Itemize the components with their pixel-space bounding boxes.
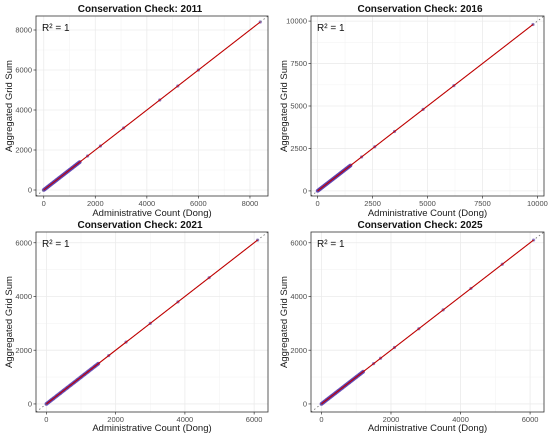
x-axis-label: Administrative Count (Dong) [368, 208, 487, 219]
y-tick-label: 6000 [15, 66, 32, 75]
y-tick-label: 0 [303, 400, 307, 409]
panel-title: Conservation Check: 2016 [357, 4, 482, 15]
x-tick-label: 2000 [107, 415, 124, 424]
y-tick-label: 2000 [290, 346, 307, 355]
x-tick-label: 7500 [474, 199, 491, 208]
y-axis-label: Aggregated Grid Sum [4, 276, 15, 368]
y-tick-label: 5000 [290, 102, 307, 111]
x-tick-label: 4000 [452, 415, 469, 424]
x-tick-label: 2000 [87, 199, 104, 208]
x-tick-label: 4000 [177, 415, 194, 424]
x-tick-label: 8000 [242, 199, 259, 208]
y-tick-label: 4000 [15, 292, 32, 301]
r-squared-annotation: R² = 1 [42, 239, 70, 250]
x-tick-label: 6000 [190, 199, 207, 208]
x-tick-label: 4000 [139, 199, 156, 208]
x-tick-label: 5000 [419, 199, 436, 208]
x-tick-label: 2000 [383, 415, 400, 424]
x-tick-label: 0 [42, 199, 46, 208]
y-tick-label: 10000 [286, 17, 307, 26]
x-tick-label: 0 [319, 415, 323, 424]
x-tick-label: 6000 [522, 415, 539, 424]
y-tick-label: 6000 [15, 238, 32, 247]
y-tick-label: 0 [303, 187, 307, 196]
x-axis-label: Administrative Count (Dong) [368, 423, 487, 434]
y-axis-label: Aggregated Grid Sum [279, 276, 290, 368]
panel-border [310, 231, 545, 413]
fit-line [317, 24, 534, 192]
panel-2: Conservation Check: 2016 0 2500 5000 7500 100… [279, 4, 548, 219]
panel-1: Conservation Check: 2011 0 2000 4000 6000 800… [4, 4, 269, 219]
x-tick-label: 6000 [246, 415, 263, 424]
x-tick-label: 0 [44, 415, 48, 424]
panel-3: Conservation Check: 2021 0 2000 4000 6000 0 20… [4, 220, 269, 434]
x-tick-label: 0 [316, 199, 320, 208]
fit-line [46, 239, 258, 405]
y-axis-label: Aggregated Grid Sum [4, 60, 15, 152]
r-squared-annotation: R² = 1 [317, 239, 345, 250]
panel-border [35, 15, 269, 197]
x-axis-label: Administrative Count (Dong) [92, 208, 211, 219]
fit-line [321, 239, 534, 405]
y-tick-label: 8000 [15, 26, 32, 35]
panel-title: Conservation Check: 2025 [357, 220, 482, 231]
panel-4: Conservation Check: 2025 0 2000 4000 6000 0 20… [279, 220, 545, 434]
fit-line [43, 21, 261, 191]
y-tick-label: 6000 [290, 238, 307, 247]
y-tick-label: 2500 [290, 144, 307, 153]
panel-title: Conservation Check: 2021 [77, 220, 202, 231]
y-tick-label: 4000 [15, 106, 32, 115]
x-axis-label: Administrative Count (Dong) [92, 423, 211, 434]
r-squared-annotation: R² = 1 [317, 23, 345, 34]
r-squared-annotation: R² = 1 [42, 23, 70, 34]
panel-border [35, 231, 269, 413]
panel-border [310, 15, 545, 197]
y-tick-label: 7500 [290, 59, 307, 68]
y-tick-label: 0 [28, 400, 32, 409]
y-tick-label: 0 [28, 186, 32, 195]
panel-title: Conservation Check: 2011 [78, 4, 203, 15]
x-tick-label: 2500 [364, 199, 381, 208]
y-tick-label: 2000 [15, 146, 32, 155]
y-tick-label: 4000 [290, 292, 307, 301]
y-tick-label: 2000 [15, 346, 32, 355]
y-axis-label: Aggregated Grid Sum [279, 60, 290, 152]
x-tick-label: 10000 [527, 199, 548, 208]
